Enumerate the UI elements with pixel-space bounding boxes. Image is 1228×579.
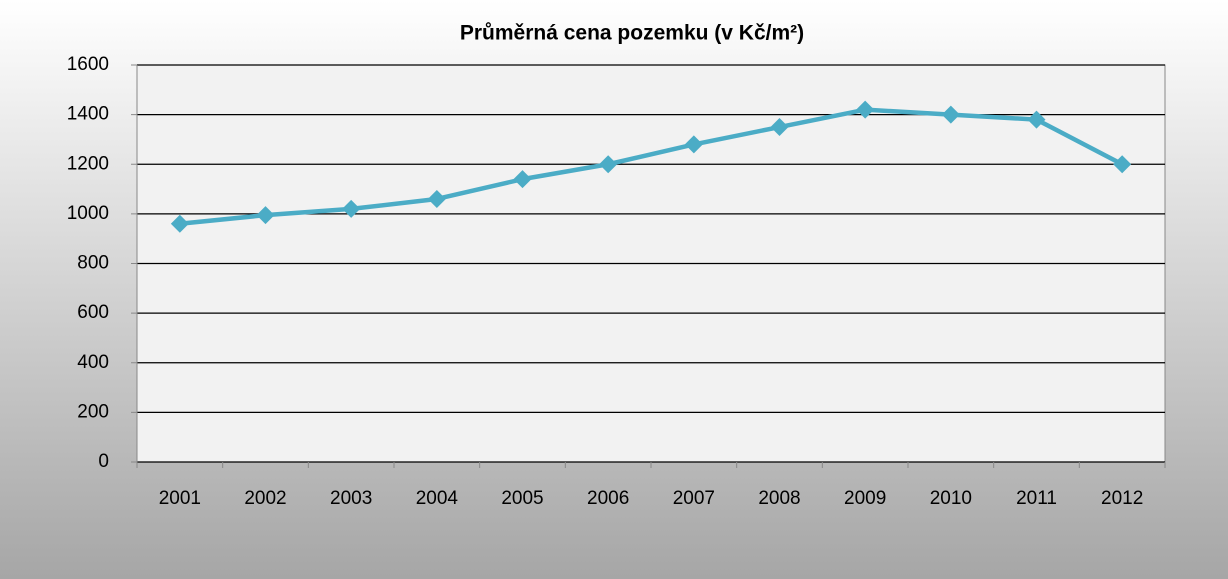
x-tick-label: 2008 <box>758 488 800 509</box>
data-point <box>856 100 875 119</box>
series-line <box>179 107 1124 227</box>
y-tick-label: 400 <box>77 352 109 373</box>
x-tick-label: 2006 <box>587 488 629 509</box>
x-tick-label: 2003 <box>330 488 372 509</box>
x-tick-label: 2012 <box>1101 488 1143 509</box>
y-tick-label: 1000 <box>67 203 109 224</box>
data-point <box>256 206 275 225</box>
y-tick-label: 1200 <box>67 153 109 174</box>
x-tick-label: 2001 <box>159 488 201 509</box>
x-tick-label: 2005 <box>501 488 543 509</box>
data-point <box>770 118 789 137</box>
data-point <box>427 189 446 208</box>
x-tick-label: 2009 <box>844 488 886 509</box>
x-tick-label: 2010 <box>930 488 972 509</box>
x-tick-label: 2011 <box>1016 488 1057 509</box>
data-point <box>170 214 189 233</box>
data-point <box>684 135 703 154</box>
data-point <box>941 105 960 124</box>
data-point <box>513 170 532 189</box>
x-tick-label: 2002 <box>244 488 286 509</box>
data-point <box>599 155 618 174</box>
data-point <box>342 199 361 218</box>
data-point <box>1113 155 1132 174</box>
x-tick-label: 2004 <box>416 488 459 509</box>
data-point <box>1027 110 1046 129</box>
chart-title: Průměrná cena pozemku (v Kč/m²) <box>460 22 804 45</box>
y-tick-label: 0 <box>98 451 109 472</box>
y-tick-label: 600 <box>77 302 109 323</box>
y-tick-label: 800 <box>77 253 109 274</box>
x-tick-label: 2007 <box>673 488 715 509</box>
y-tick-label: 200 <box>77 401 109 422</box>
y-tick-label: 1600 <box>67 54 109 75</box>
y-tick-label: 1400 <box>67 104 109 125</box>
